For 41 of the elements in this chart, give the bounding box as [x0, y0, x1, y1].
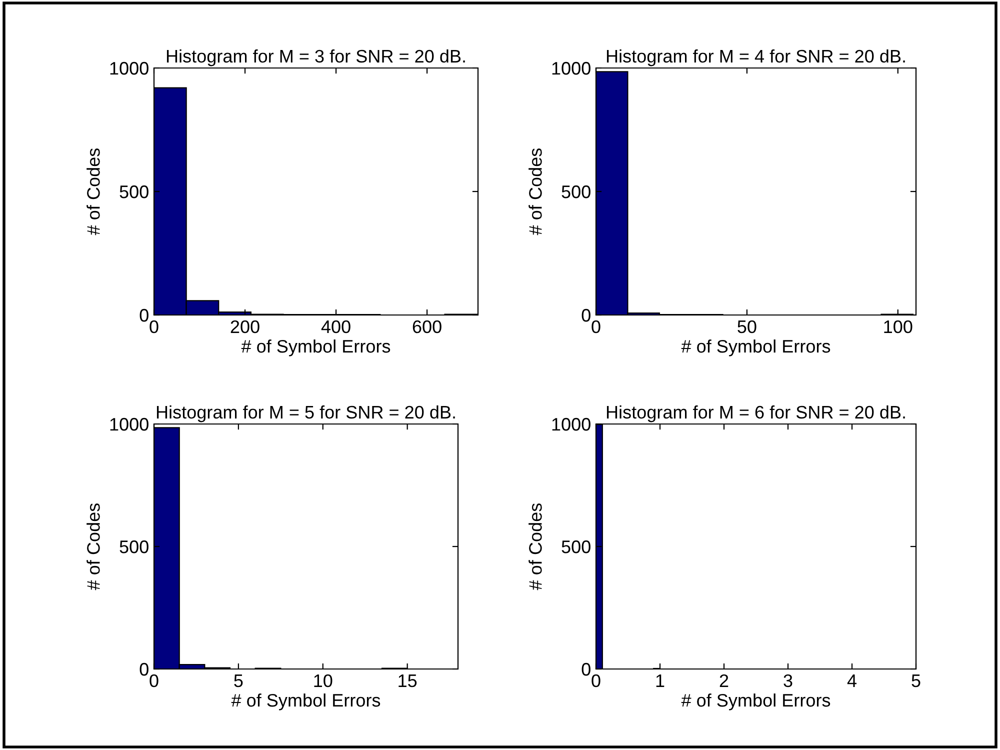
- chart-title: Histogram for M = 6 for SNR = 20 dB.: [606, 405, 905, 422]
- y-tick-label: 1000: [552, 62, 590, 75]
- y-tick-label: 0: [582, 308, 590, 322]
- x-tick-label: 0: [592, 320, 600, 334]
- y-tick-label: 1000: [110, 62, 148, 75]
- x-tick-label: 100: [884, 320, 912, 334]
- y-tick-label: 500: [562, 185, 590, 198]
- y-tick-label: 1000: [110, 418, 148, 431]
- y-tick-label: 500: [120, 185, 148, 198]
- y-axis-title: # of Codes: [528, 148, 542, 236]
- y-tick-label: 500: [120, 540, 148, 554]
- x-axis-title: # of Symbol Errors: [231, 693, 380, 710]
- y-tick-label: 0: [140, 662, 148, 676]
- x-tick-label: 5: [912, 674, 920, 688]
- chart-title: Histogram for M = 5 for SNR = 20 dB.: [156, 405, 455, 422]
- x-axis-title: # of Symbol Errors: [681, 693, 830, 710]
- chart-title: Histogram for M = 3 for SNR = 20 dB.: [166, 49, 465, 66]
- y-tick-label: 1000: [552, 418, 590, 431]
- y-axis-title: # of Codes: [528, 503, 542, 590]
- x-tick-label: 0: [592, 674, 600, 688]
- y-axis-title: # of Codes: [86, 503, 100, 590]
- x-tick-label: 3: [784, 674, 792, 688]
- x-axis-title: # of Symbol Errors: [241, 339, 390, 356]
- y-tick-label: 500: [562, 540, 590, 554]
- x-tick-label: 15: [398, 674, 417, 688]
- y-axis-title: # of Codes: [86, 148, 100, 236]
- x-tick-label: 400: [321, 320, 350, 334]
- x-tick-label: 0: [150, 320, 158, 334]
- x-tick-label: 10: [314, 674, 332, 688]
- x-tick-label: 1: [656, 674, 664, 687]
- chart-title: Histogram for M = 4 for SNR = 20 dB.: [606, 49, 905, 66]
- x-tick-label: 600: [412, 320, 442, 334]
- x-tick-label: 4: [847, 674, 856, 687]
- x-tick-label: 50: [738, 320, 756, 334]
- x-tick-label: 2: [720, 674, 728, 687]
- y-tick-label: 0: [582, 662, 590, 676]
- x-tick-label: 0: [150, 674, 158, 688]
- x-axis-title: # of Symbol Errors: [681, 339, 830, 356]
- y-tick-label: 0: [140, 308, 148, 322]
- x-tick-label: 200: [230, 320, 260, 334]
- x-tick-label: 5: [234, 674, 243, 688]
